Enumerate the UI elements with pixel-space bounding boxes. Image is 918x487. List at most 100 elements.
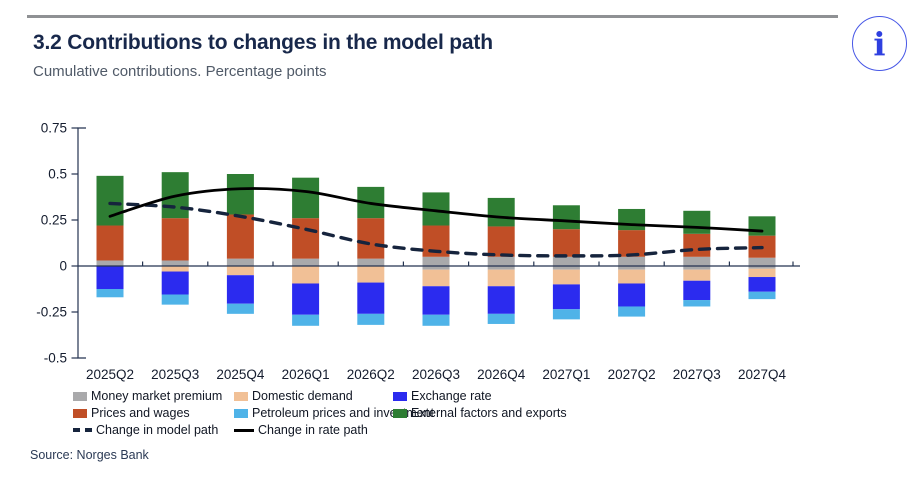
bar-segment [748,216,776,236]
legend-swatch-icon [73,391,87,401]
bar-segment [487,197,515,227]
x-tick-label: 2026Q3 [412,367,460,382]
bar-segment [487,313,515,324]
bar-segment [552,284,580,310]
legend-label: Change in model path [96,423,219,437]
bar-segment [618,283,646,307]
bar-segment [683,256,711,270]
legend-label: Exchange rate [411,389,492,403]
x-tick-label: 2025Q3 [151,367,199,382]
bar-segment [552,205,580,230]
x-tick-label: 2025Q4 [216,367,265,382]
bar-segment [226,266,254,276]
bar-segment [96,175,124,226]
legend-label: Money market premium [91,389,223,403]
legend-item-change-in-rate-path: Change in rate path [234,423,393,437]
model-path-line [108,201,764,258]
solid-line-icon [234,428,254,432]
legend-swatch-icon [234,408,248,418]
bar-segment [683,300,711,307]
bar-segment [292,177,320,219]
info-icon: i [873,24,886,63]
bar-segment [552,269,580,285]
info-button[interactable]: i [852,16,907,71]
chart-legend: Money market premium Domestic demand Excha… [73,389,853,437]
bar-segment [226,214,254,259]
legend-item-domestic-demand: Domestic demand [234,389,393,403]
y-tick-label: 0.5 [48,167,67,182]
bar-segment [748,291,776,300]
bar-segment [618,208,646,231]
bar-segment [357,218,385,259]
bar-segment [748,277,776,292]
bar-segment [161,294,189,305]
y-tick-label: -0.25 [36,305,67,320]
legend-item-petroleum-prices-and-investment: Petroleum prices and investment [234,406,434,420]
legend-item-exchange-rate: Exchange rate [393,389,693,403]
y-tick-label: -0.5 [44,351,67,366]
bar-segment [683,210,711,234]
y-axis-line [77,127,86,359]
bar-segment [422,269,450,287]
y-tick-label: 0 [59,259,67,274]
x-tick-label: 2026Q4 [477,367,526,382]
bar-segment [618,256,646,270]
bar-segment [552,309,580,320]
bar-segment [357,266,385,283]
bar-segment [422,314,450,326]
bar-segment [422,256,450,270]
bar-segment [96,266,124,289]
bar-segment [683,280,711,301]
bar-segment [748,268,776,278]
legend-label: Domestic demand [252,389,353,403]
dashed-line-icon [73,428,92,432]
bar-segment [161,260,189,266]
bar-segment [96,289,124,298]
y-tick-label: 0.25 [41,213,67,228]
rate-path-line [108,187,764,233]
bar-segment [487,226,515,257]
bar-segment [552,256,580,270]
bar-segment [618,269,646,284]
bar-segment [161,271,189,295]
x-tick-label: 2025Q2 [86,367,134,382]
chart-subtitle: Cumulative contributions. Percentage poi… [33,63,327,80]
bar-segment [161,266,189,272]
bar-segment [618,306,646,317]
bar-segment [292,283,320,315]
source-note: Source: Norges Bank [30,448,149,462]
page-title: 3.2 Contributions to changes in the mode… [33,31,493,54]
x-tick-label: 2027Q3 [673,367,721,382]
legend-label: External factors and exports [411,406,567,420]
bar-segment [357,282,385,314]
bar-segment [226,174,254,215]
bar-segment [292,314,320,326]
bar-segment [487,269,515,287]
bar-segment [292,266,320,284]
bar-segment [683,233,711,257]
x-tick-label: 2027Q2 [608,367,656,382]
bar-segment [618,230,646,257]
legend-label: Petroleum prices and investment [252,406,435,420]
x-tick-label: 2027Q1 [542,367,590,382]
x-tick-label: 2027Q4 [738,367,787,382]
y-tick-label: 0.75 [41,121,67,136]
bar-segment [552,229,580,257]
bar-segment [161,218,189,261]
legend-swatch-icon [234,391,248,401]
legend-label: Change in rate path [258,423,368,437]
bar-segment [226,275,254,304]
x-tick-label: 2026Q1 [282,367,330,382]
bar-segment [487,256,515,270]
x-tick-label: 2026Q2 [347,367,395,382]
bar-segment [292,258,320,266]
bar-segment [96,225,124,261]
legend-label: Prices and wages [91,406,190,420]
bar-segment [226,258,254,266]
legend-swatch-icon [393,391,407,401]
legend-item-prices-and-wages: Prices and wages [73,406,234,420]
bar-segment [292,218,320,259]
bar-segment [357,258,385,266]
